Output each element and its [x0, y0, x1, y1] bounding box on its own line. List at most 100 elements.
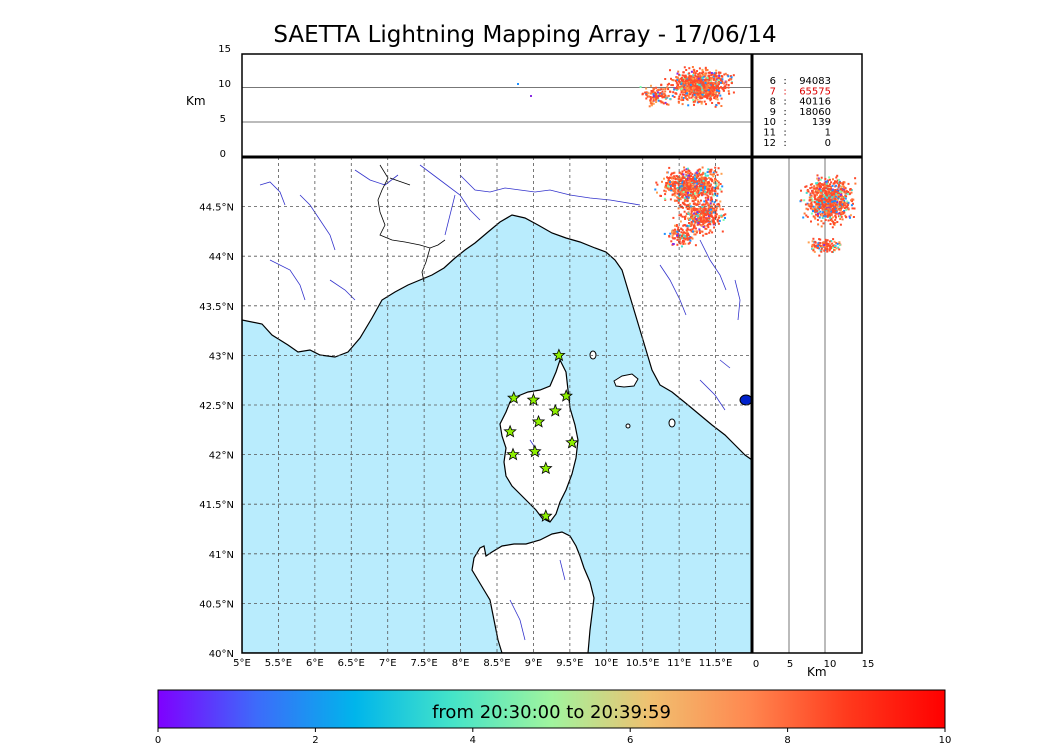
lightning-point: [817, 206, 820, 209]
lightning-point: [823, 186, 826, 189]
lightning-point: [687, 188, 690, 191]
lightning-point: [703, 192, 706, 195]
lightning-point: [811, 183, 814, 186]
lightning-point: [843, 201, 846, 204]
lightning-point: [683, 82, 686, 85]
lightning-point: [706, 76, 709, 79]
lightning-point: [698, 72, 701, 75]
lightning-point: [817, 205, 820, 208]
lightning-point: [666, 95, 669, 98]
lightning-point: [667, 88, 670, 91]
lightning-point: [691, 93, 694, 96]
lightning-point: [843, 211, 846, 214]
station-star: [539, 508, 553, 522]
lightning-point: [704, 227, 707, 230]
lightning-point: [713, 181, 716, 184]
lightning-point: [690, 180, 693, 183]
lightning-point: [802, 216, 805, 219]
lightning-point: [829, 203, 832, 206]
lightning-point: [707, 215, 710, 218]
lightning-point: [702, 209, 705, 211]
lightning-point: [667, 179, 670, 181]
lightning-point: [677, 178, 680, 181]
lightning-point: [725, 80, 728, 83]
lightning-point: [821, 211, 824, 214]
lightning-point: [655, 98, 658, 101]
station-star: [531, 414, 546, 428]
lightning-point: [702, 184, 705, 187]
lightning-point: [827, 196, 830, 199]
lightning-point: [693, 216, 696, 219]
lightning-point: [699, 191, 701, 194]
lightning-point: [655, 181, 658, 184]
lightning-point: [834, 201, 837, 204]
lightning-point: [683, 193, 686, 196]
lightning-point: [711, 76, 714, 79]
lightning-point: [667, 94, 670, 97]
lightning-point: [814, 190, 817, 193]
lightning-point: [826, 247, 829, 250]
lightning-point: [715, 209, 718, 212]
lightning-point: [818, 182, 820, 185]
lightning-point: [692, 193, 695, 196]
lightning-point: [836, 221, 839, 223]
lightning-point: [690, 91, 693, 94]
lightning-point: [827, 243, 829, 246]
lightning-point: [709, 229, 712, 232]
lightning-point: [712, 77, 715, 80]
lightning-point: [709, 192, 712, 195]
lightning-point: [715, 83, 718, 86]
lightning-point: [821, 198, 824, 201]
lightning-point: [841, 201, 844, 203]
lightning-point: [678, 179, 681, 182]
lightning-point: [682, 173, 685, 176]
lightning-point: [664, 184, 667, 187]
lightning-point: [692, 77, 695, 80]
lightning-point: [690, 90, 693, 92]
lightning-point: [697, 100, 700, 103]
lightning-point: [683, 186, 686, 189]
lightning-point: [806, 208, 809, 211]
lightning-point: [723, 214, 725, 217]
lightning-point: [676, 236, 679, 238]
lightning-point: [721, 87, 724, 90]
lightning-point: [683, 81, 686, 84]
lightning-point: [718, 77, 721, 80]
lightning-point: [675, 225, 678, 228]
lightning-point: [706, 190, 709, 192]
lightning-point: [693, 183, 696, 186]
lightning-point: [831, 184, 834, 187]
lightning-point: [719, 81, 722, 84]
lightning-point: [698, 87, 701, 90]
lightning-point: [659, 100, 662, 103]
lightning-point: [843, 181, 846, 184]
lightning-point: [847, 193, 850, 195]
lightning-point: [814, 240, 817, 243]
lightning-point: [709, 82, 712, 85]
lightning-point: [833, 191, 836, 194]
lightning-point: [687, 81, 690, 84]
lightning-point: [715, 216, 717, 218]
station-star: [506, 447, 520, 461]
lightning-point: [707, 198, 710, 201]
lightning-point: [805, 214, 808, 217]
lightning-point: [818, 196, 821, 199]
lightning-point: [837, 185, 840, 188]
lightning-point: [716, 220, 719, 223]
lightning-point: [850, 199, 853, 202]
lightning-point: [694, 244, 697, 247]
lightning-point: [705, 232, 708, 235]
lightning-point: [817, 188, 820, 191]
lightning-point: [695, 178, 697, 181]
lightning-point: [705, 212, 708, 215]
lon-tick-label: 6°E: [306, 658, 324, 669]
lightning-point: [838, 202, 841, 205]
lightning-point: [834, 195, 837, 198]
lightning-point: [681, 89, 684, 92]
lightning-point: [804, 185, 807, 188]
lightning-point: [805, 191, 808, 194]
lightning-point: [679, 81, 682, 84]
lightning-point: [656, 191, 658, 194]
lightning-point: [685, 187, 687, 190]
lightning-point: [842, 188, 845, 191]
